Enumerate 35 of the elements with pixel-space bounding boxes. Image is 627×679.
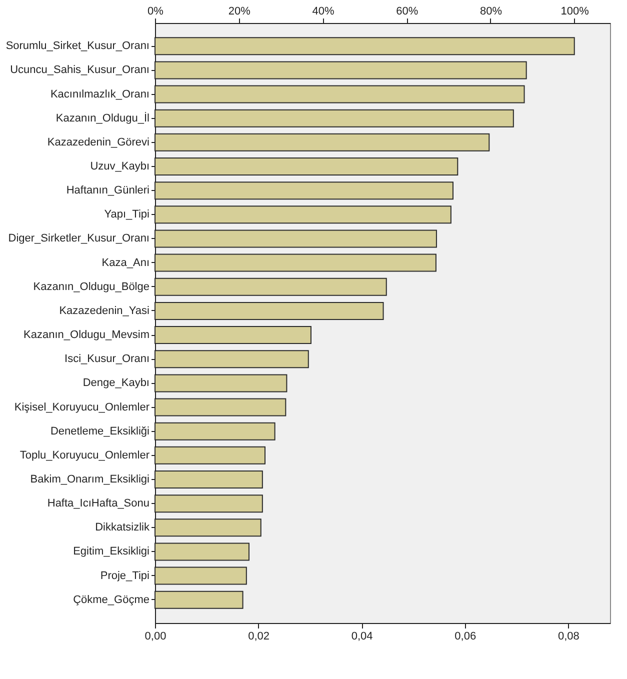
x-tick-label: 0,06 [454, 630, 476, 642]
y-tick-label: Ucuncu_Sahis_Kusur_Oranı [10, 64, 150, 76]
y-tick-label: Egitim_Eksikligi [73, 546, 150, 558]
y-tick-label: Kazanın_Oldugu_Bölge [33, 280, 150, 293]
y-tick-label: Proje_Tipi [100, 570, 150, 582]
y-tick-label: Bakim_Onarım_Eksikligi [30, 474, 150, 486]
y-tick-label: Kazanın_Oldugu_Mevsim [24, 329, 150, 342]
y-tick-label: Kacınılmazlık_Oranı [50, 88, 150, 100]
x2-tick-label: 0% [148, 6, 164, 18]
y-tick-label: Diger_Sirketler_Kusur_Oranı [8, 232, 150, 245]
y-tick-label: Çökme_Göçme [73, 594, 150, 606]
y-tick-label: Haftanın_Günleri [66, 184, 150, 197]
x2-tick-label: 60% [396, 6, 418, 18]
y-tick-label: Kazazedenin_Görevi [47, 136, 150, 148]
x-tick-label: 0,04 [351, 630, 373, 642]
y-tick-label: Toplu_Koruyucu_Onlemler [20, 449, 150, 462]
y-tick-label: Dikkatsizlik [95, 522, 150, 534]
y-tick-label: Uzuv_Kaybı [90, 160, 150, 172]
x2-tick-label: 20% [228, 6, 251, 18]
x-tick-label: 0,02 [248, 630, 270, 642]
x-tick-label: 0,08 [558, 630, 580, 642]
x2-tick-label: 100% [560, 6, 590, 18]
y-tick-label: Kaza_Anı [102, 256, 150, 269]
y-tick-label: Kişisel_Koruyucu_Onlemler [14, 401, 150, 414]
x2-tick-label: 80% [480, 6, 502, 18]
y-tick-label: Kazazedenin_Yasi [59, 304, 150, 317]
x2-tick-label: 40% [312, 6, 334, 18]
y-tick-label: Denetleme_Eksikliği [50, 425, 150, 438]
y-tick-label: Denge_Kaybı [82, 377, 150, 390]
y-tick-label: Sorumlu_Sirket_Kusur_Oranı [6, 40, 150, 52]
y-tick-label: Kazanın_Oldugu_İl [56, 111, 150, 124]
x-tick-label: 0,00 [144, 630, 166, 642]
y-tick-label: Yapı_Tipi [104, 208, 150, 221]
y-tick-label: Hafta_IcıHafta_Sonu [47, 498, 150, 510]
y-tick-label: Isci_Kusur_Oranı [64, 353, 150, 366]
